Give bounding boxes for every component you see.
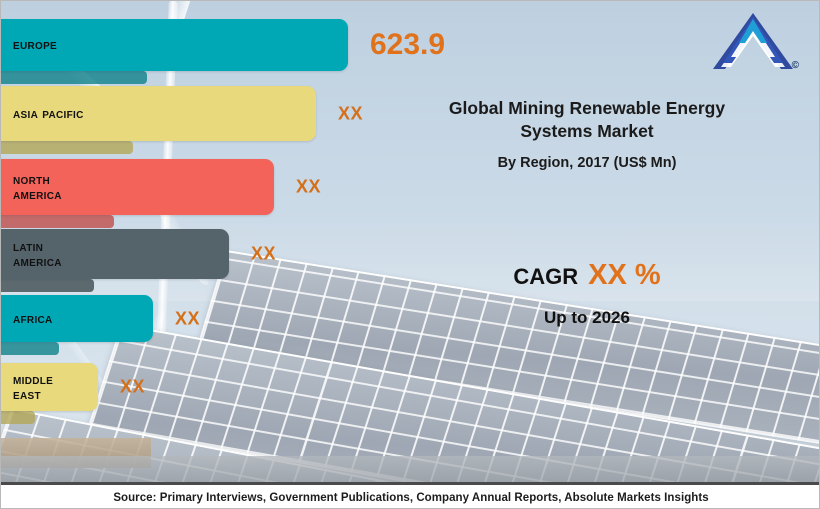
bar-shadow [1,342,60,355]
bar-value-label: 623.9 [370,28,446,61]
bar-north-america[interactable]: North America [1,159,274,215]
bar-value-label: XX [338,103,364,123]
cagr-block: CAGR XX % Up to 2026 [401,259,773,328]
bar-label: Africa [13,309,53,326]
bar-middle-east[interactable]: Middle East [1,363,98,411]
bar-label: Latin America [13,237,62,269]
bar-label: North America [13,170,62,202]
bar-group: Asia Pacific XX [1,86,436,154]
bar-value-label: XX [120,376,146,397]
bar-europe[interactable]: Europe [1,19,348,71]
company-logo: © [705,7,801,79]
copyright-symbol: © [791,60,799,71]
bar-group: Latin America XX [1,229,349,292]
bar-group: Europe 623.9 [1,19,468,84]
title-line-2: Systems Market [520,121,654,142]
bar-label: Europe [13,36,58,53]
bar-shadow [1,215,114,228]
bar-asia-pacific[interactable]: Asia Pacific [1,86,316,141]
chart-title-block: Global Mining Renewable Energy Systems M… [401,97,773,171]
cagr-line: CAGR XX % [401,259,773,292]
bar-group: Africa XX [1,295,273,355]
region-bar-chart: Europe 623.9 Asia Pacific XX North America XX… [1,1,471,441]
cagr-label: CAGR [513,264,579,289]
bar-label: Middle East [13,370,54,402]
bar-group: Middle East XX [1,363,218,424]
bar-latin-america[interactable]: Latin America [1,229,229,279]
bar-group: North America XX [1,159,394,228]
bar-shadow [1,411,35,424]
ground-strip [1,456,819,482]
source-text: Source: Primary Interviews, Government P… [113,491,709,504]
footer: Source: Primary Interviews, Government P… [1,485,819,508]
footer-divider [1,482,819,485]
bar-shadow [1,279,94,292]
title-line-1: Global Mining Renewable Energy [448,98,726,118]
solar-panel-field [1,232,819,482]
bar-value-label: XX [251,243,277,264]
bar-value-label: XX [296,176,322,197]
bar-label: Asia Pacific [13,104,84,121]
page-title: Global Mining Renewable Energy Systems M… [401,97,773,143]
bar-africa[interactable]: Africa [1,295,153,342]
bar-shadow [1,71,148,84]
cagr-value: XX % [588,259,661,291]
bar-shadow [1,141,133,154]
chevron-a-logo-icon [713,13,793,69]
chart-subtitle: By Region, 2017 (US$ Mn) [497,155,677,172]
cagr-period-note: Up to 2026 [544,308,630,327]
bar-value-label: XX [175,308,201,328]
